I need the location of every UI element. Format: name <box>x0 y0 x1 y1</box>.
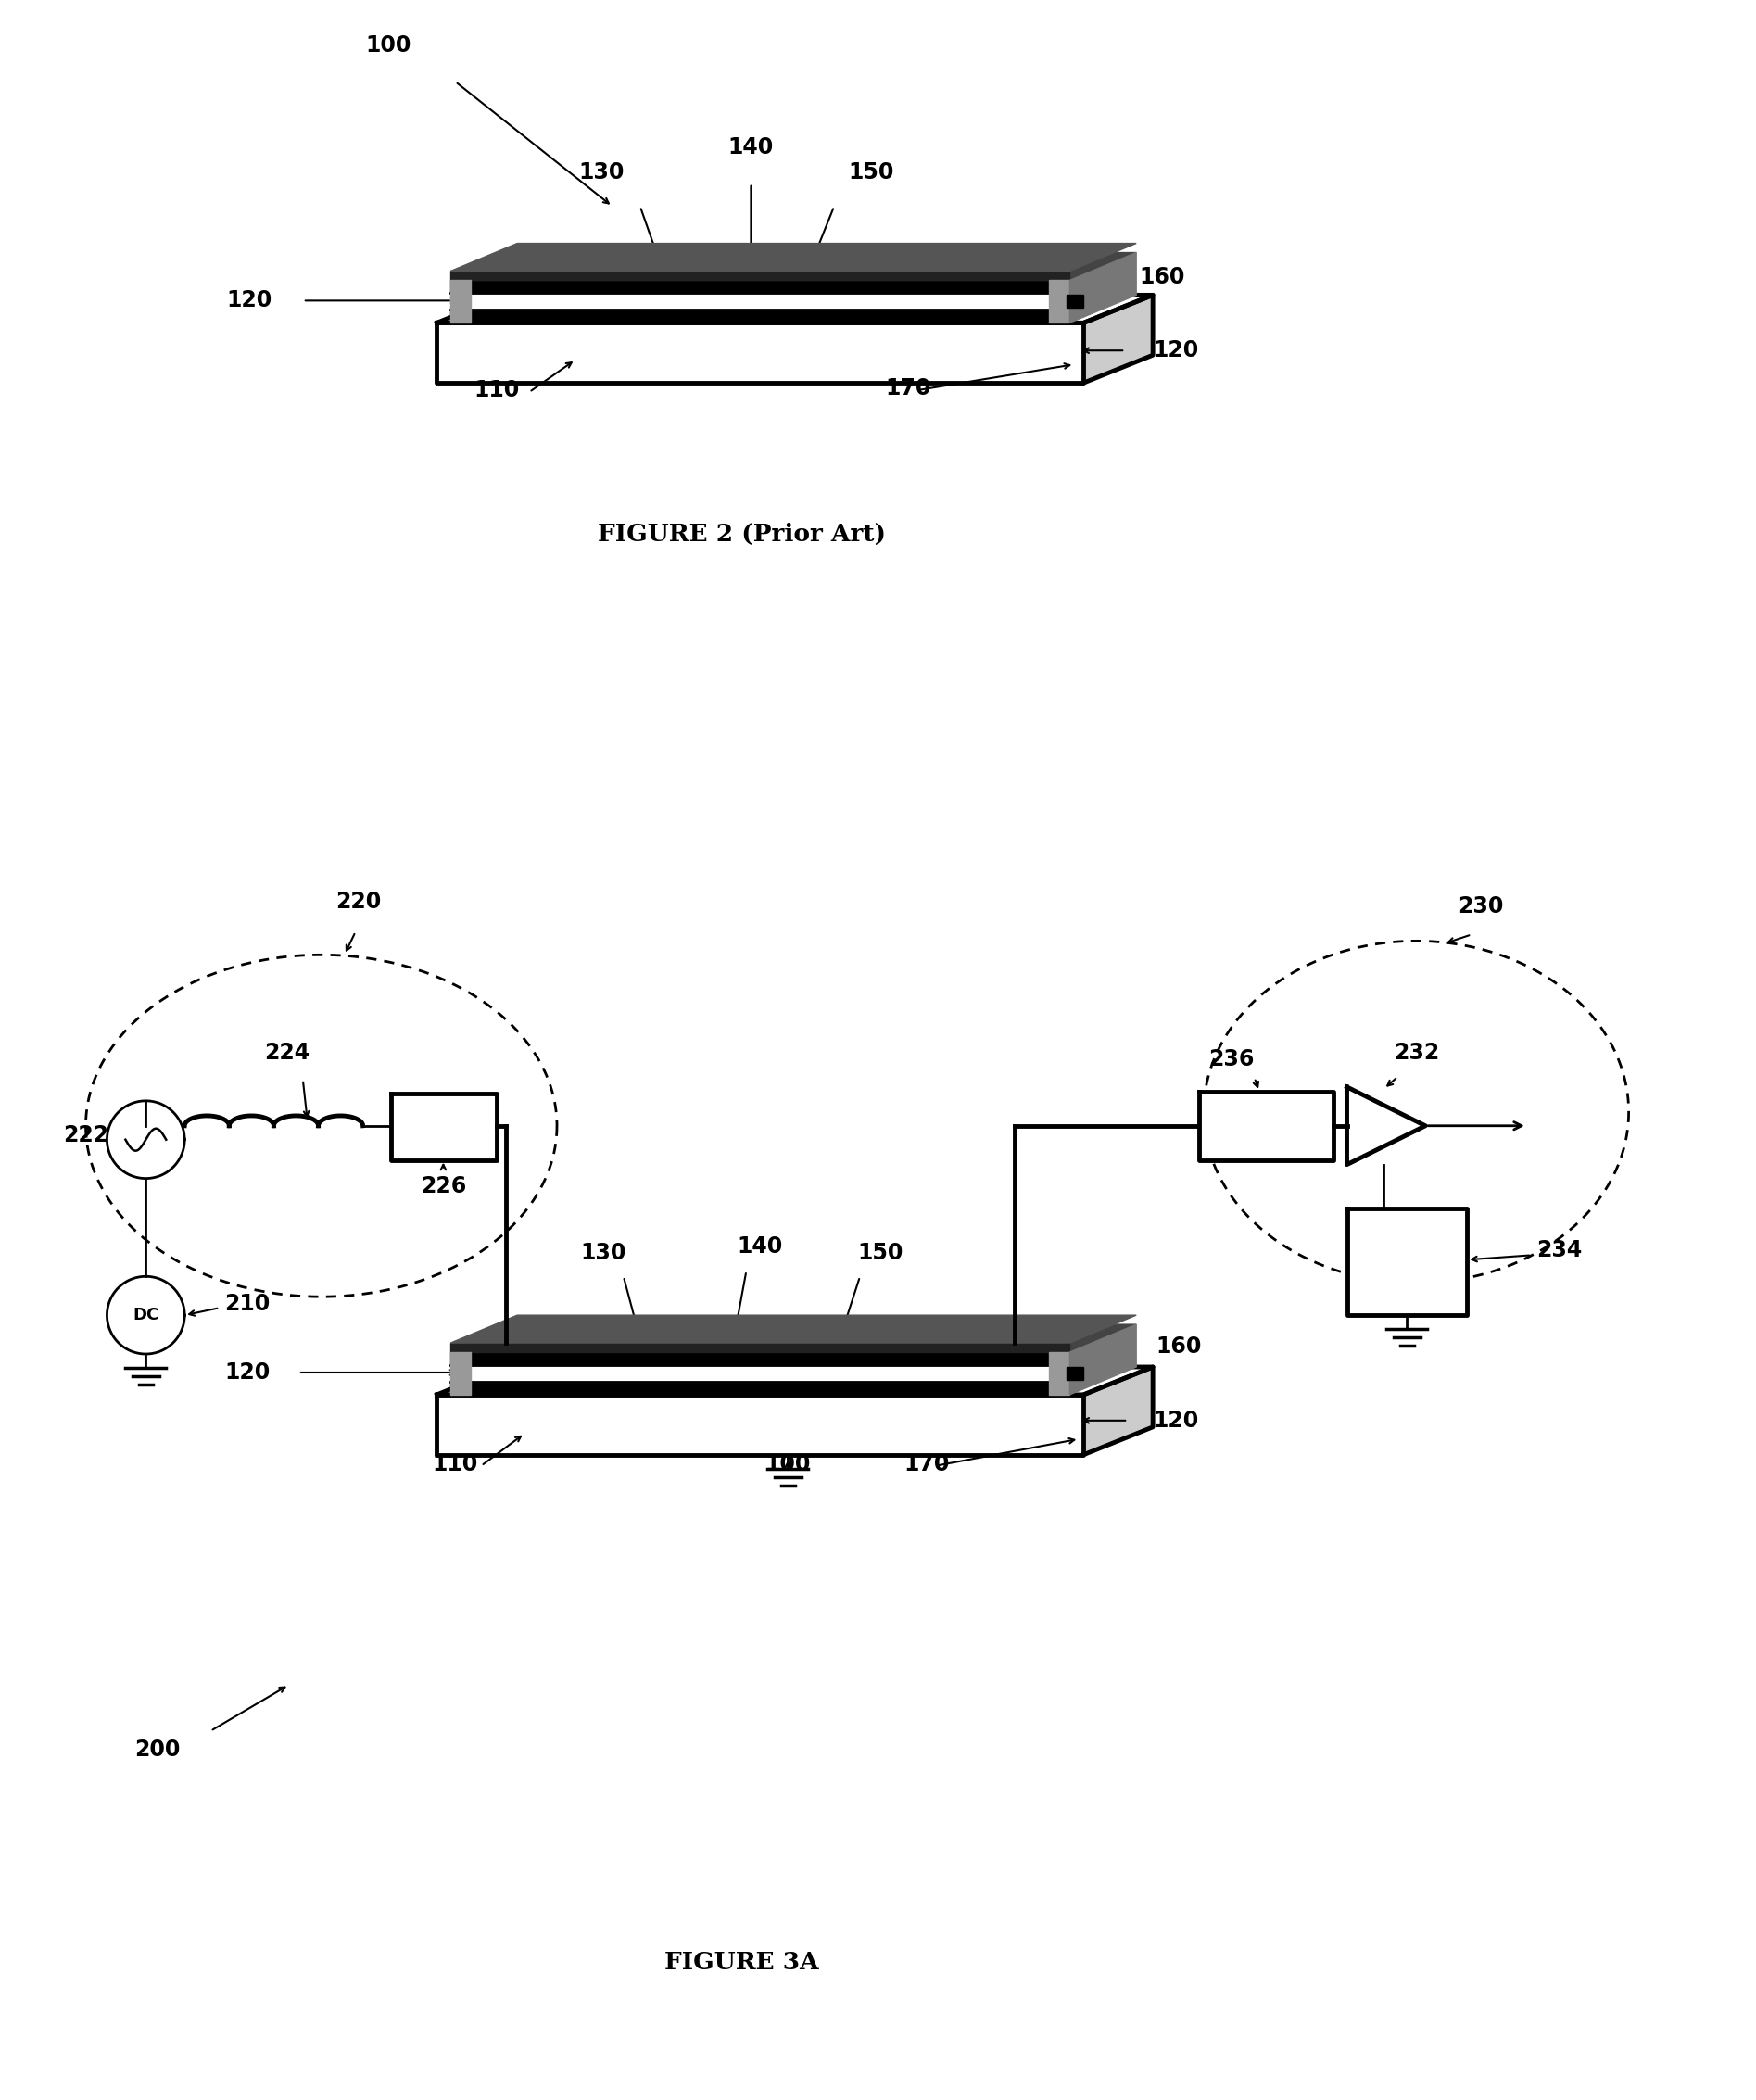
Text: 150: 150 <box>857 1241 903 1264</box>
Text: DC: DC <box>133 1306 158 1323</box>
Polygon shape <box>1347 1210 1466 1315</box>
Polygon shape <box>451 279 1069 294</box>
Polygon shape <box>451 252 1136 279</box>
Polygon shape <box>1083 296 1154 382</box>
Text: 140: 140 <box>738 1235 783 1258</box>
Text: 224: 224 <box>265 1042 309 1065</box>
Text: 222: 222 <box>63 1124 109 1147</box>
Text: 210: 210 <box>225 1294 270 1315</box>
Polygon shape <box>451 311 1069 323</box>
Text: 160: 160 <box>1155 1336 1201 1359</box>
Text: 120: 120 <box>1154 1409 1199 1432</box>
Text: 110: 110 <box>432 1453 478 1474</box>
Polygon shape <box>1199 1092 1333 1159</box>
Polygon shape <box>451 1382 1069 1394</box>
Polygon shape <box>1069 252 1136 323</box>
Polygon shape <box>1347 1088 1426 1166</box>
Polygon shape <box>451 294 1069 311</box>
Text: 236: 236 <box>1208 1048 1254 1071</box>
Polygon shape <box>451 244 1136 271</box>
Polygon shape <box>1068 1367 1083 1380</box>
Text: 226: 226 <box>420 1174 465 1197</box>
Polygon shape <box>451 1354 1136 1382</box>
Polygon shape <box>1050 1352 1069 1394</box>
Text: 120: 120 <box>227 290 272 311</box>
Text: FIGURE 2 (Prior Art): FIGURE 2 (Prior Art) <box>597 523 885 546</box>
Text: 220: 220 <box>335 890 381 914</box>
Text: 234: 234 <box>1536 1239 1582 1262</box>
Text: 100: 100 <box>365 34 411 57</box>
Polygon shape <box>437 323 1083 382</box>
Text: 200: 200 <box>135 1739 181 1760</box>
Polygon shape <box>390 1094 497 1159</box>
Polygon shape <box>437 1367 1154 1394</box>
Text: 232: 232 <box>1393 1042 1438 1065</box>
Text: 120: 120 <box>1154 340 1199 361</box>
Polygon shape <box>451 271 1069 279</box>
Polygon shape <box>437 296 1154 323</box>
Polygon shape <box>451 1365 1069 1382</box>
Polygon shape <box>451 279 471 323</box>
Text: FIGURE 3A: FIGURE 3A <box>664 1951 818 1974</box>
Polygon shape <box>1050 279 1069 323</box>
Polygon shape <box>1083 1367 1154 1455</box>
Polygon shape <box>451 1352 471 1394</box>
Text: 150: 150 <box>848 162 894 183</box>
Polygon shape <box>451 1342 1069 1352</box>
Text: 230: 230 <box>1457 895 1503 918</box>
Polygon shape <box>437 1394 1083 1455</box>
Polygon shape <box>1069 1325 1136 1394</box>
Polygon shape <box>451 1315 1136 1342</box>
Polygon shape <box>451 281 1136 311</box>
Text: 170: 170 <box>885 378 931 399</box>
Text: 160: 160 <box>1140 267 1185 288</box>
Text: 100: 100 <box>766 1453 811 1474</box>
Text: 110: 110 <box>474 380 520 401</box>
Polygon shape <box>451 1352 1069 1365</box>
Text: 140: 140 <box>729 136 774 158</box>
Polygon shape <box>451 1325 1136 1352</box>
Text: 120: 120 <box>225 1361 270 1384</box>
Polygon shape <box>1068 296 1083 309</box>
Text: 130: 130 <box>579 1241 625 1264</box>
Text: 130: 130 <box>578 162 623 183</box>
Text: 170: 170 <box>904 1453 950 1474</box>
